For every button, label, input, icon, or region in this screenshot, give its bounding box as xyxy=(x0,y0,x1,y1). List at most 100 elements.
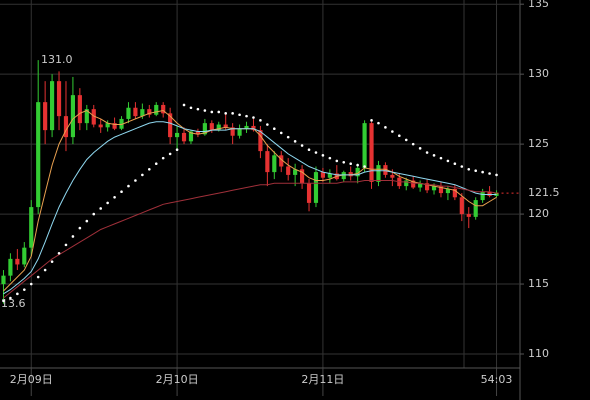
sar-dot xyxy=(411,142,415,146)
last-price-label: 121.5 xyxy=(528,186,560,199)
candle-body xyxy=(181,132,187,142)
candle-body xyxy=(175,132,180,138)
x-tick-label: 2月11日 xyxy=(301,373,344,386)
candle-body xyxy=(70,95,75,138)
sar-dot xyxy=(2,299,5,303)
sar-dot xyxy=(293,140,297,143)
sar-dot xyxy=(36,275,40,279)
sar-dot xyxy=(384,126,387,129)
x-tick-label: 2月10日 xyxy=(156,373,199,386)
sar-dot xyxy=(453,162,457,166)
candle-body xyxy=(390,174,395,178)
sar-dot xyxy=(113,195,116,199)
sar-dot xyxy=(495,173,498,177)
candle-body xyxy=(223,124,228,128)
y-tick-label: 120 xyxy=(528,207,549,220)
sar-dot xyxy=(377,121,380,125)
sar-dot xyxy=(418,147,422,150)
candle-body xyxy=(91,109,96,125)
candle-body xyxy=(265,151,270,173)
candle-body xyxy=(36,102,41,208)
candle-body xyxy=(15,258,20,265)
sar-dot xyxy=(488,172,491,175)
sar-dot xyxy=(460,165,464,168)
candle-body xyxy=(112,123,117,129)
sar-dot xyxy=(175,148,179,152)
sar-dot xyxy=(134,179,137,182)
moving-average-line xyxy=(3,121,497,295)
candle-body xyxy=(418,183,423,188)
candle-body xyxy=(63,116,69,138)
candle-body xyxy=(327,173,332,178)
sar-dot xyxy=(203,109,207,112)
sar-dot xyxy=(141,173,144,177)
candle-body xyxy=(362,123,367,168)
sar-dot xyxy=(259,119,262,122)
high-annotation: 131.0 xyxy=(41,53,73,66)
sar-dot xyxy=(398,134,401,138)
sar-dot xyxy=(231,112,234,115)
sar-dot xyxy=(92,212,96,216)
candle-body xyxy=(168,113,173,138)
sar-dot xyxy=(120,190,123,193)
candle-body xyxy=(452,188,457,198)
sar-dot xyxy=(127,184,130,188)
sar-dot xyxy=(391,130,394,133)
candle-body xyxy=(216,124,221,131)
sar-dot xyxy=(370,119,373,122)
candle-body xyxy=(119,118,124,129)
sar-dot xyxy=(9,296,12,300)
sar-dot xyxy=(467,168,471,171)
sar-dot xyxy=(328,156,332,160)
sar-dot xyxy=(148,168,151,171)
sar-dot xyxy=(71,235,75,238)
candle-body xyxy=(411,180,416,188)
candle-body xyxy=(286,166,291,175)
sar-dot xyxy=(286,135,290,139)
sar-dot xyxy=(23,288,26,291)
candle-body xyxy=(272,155,277,173)
sar-dot xyxy=(314,151,318,154)
candle-body xyxy=(369,123,374,182)
candle-body xyxy=(258,130,263,152)
low-annotation: 113.6 xyxy=(0,297,26,310)
sar-dot xyxy=(335,159,339,163)
y-tick-label: 130 xyxy=(528,67,549,80)
sar-dot xyxy=(224,112,227,115)
sar-dot xyxy=(238,113,241,117)
candle-body xyxy=(133,107,138,117)
candle-body xyxy=(376,165,381,182)
candle-body xyxy=(341,172,346,180)
candle-body xyxy=(209,123,214,131)
candle-body xyxy=(306,183,312,203)
y-tick-label: 110 xyxy=(528,347,549,360)
sar-dot xyxy=(43,268,47,272)
candle-body xyxy=(50,81,55,131)
candle-body xyxy=(77,95,82,124)
sar-dot xyxy=(481,170,484,174)
sar-dot xyxy=(273,127,276,131)
sar-dot xyxy=(57,251,61,255)
candle-body xyxy=(445,188,450,194)
candle-body xyxy=(313,172,319,203)
sar-dot xyxy=(356,163,359,167)
sar-dot xyxy=(182,103,186,107)
candle-body xyxy=(147,109,152,115)
candle-body xyxy=(22,247,27,265)
sar-dot xyxy=(64,243,68,247)
sar-dot xyxy=(50,260,54,263)
candle-body xyxy=(244,125,249,129)
sar-dot xyxy=(78,226,82,230)
sar-dot xyxy=(161,156,165,160)
sar-dot xyxy=(474,169,477,173)
candle-body xyxy=(279,155,284,167)
sar-dot xyxy=(404,138,408,142)
candle-body xyxy=(480,191,485,201)
sar-dot xyxy=(99,207,102,210)
candle-body xyxy=(293,169,298,175)
candle-body xyxy=(494,193,499,196)
candle-body xyxy=(487,191,492,196)
sar-dot xyxy=(16,292,19,296)
candle-body xyxy=(404,180,409,187)
